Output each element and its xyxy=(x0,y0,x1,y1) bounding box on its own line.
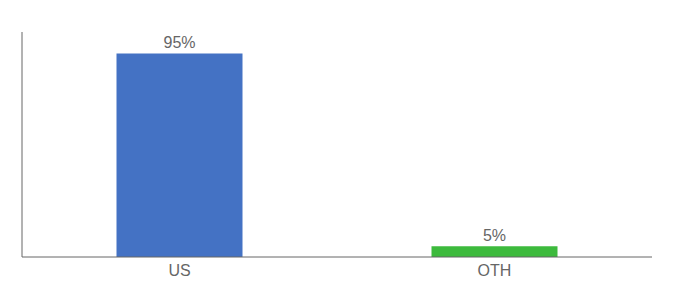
svg-text:95%: 95% xyxy=(163,34,195,51)
svg-text:US: US xyxy=(168,262,190,279)
svg-text:OTH: OTH xyxy=(478,262,512,279)
svg-text:5%: 5% xyxy=(483,227,506,244)
